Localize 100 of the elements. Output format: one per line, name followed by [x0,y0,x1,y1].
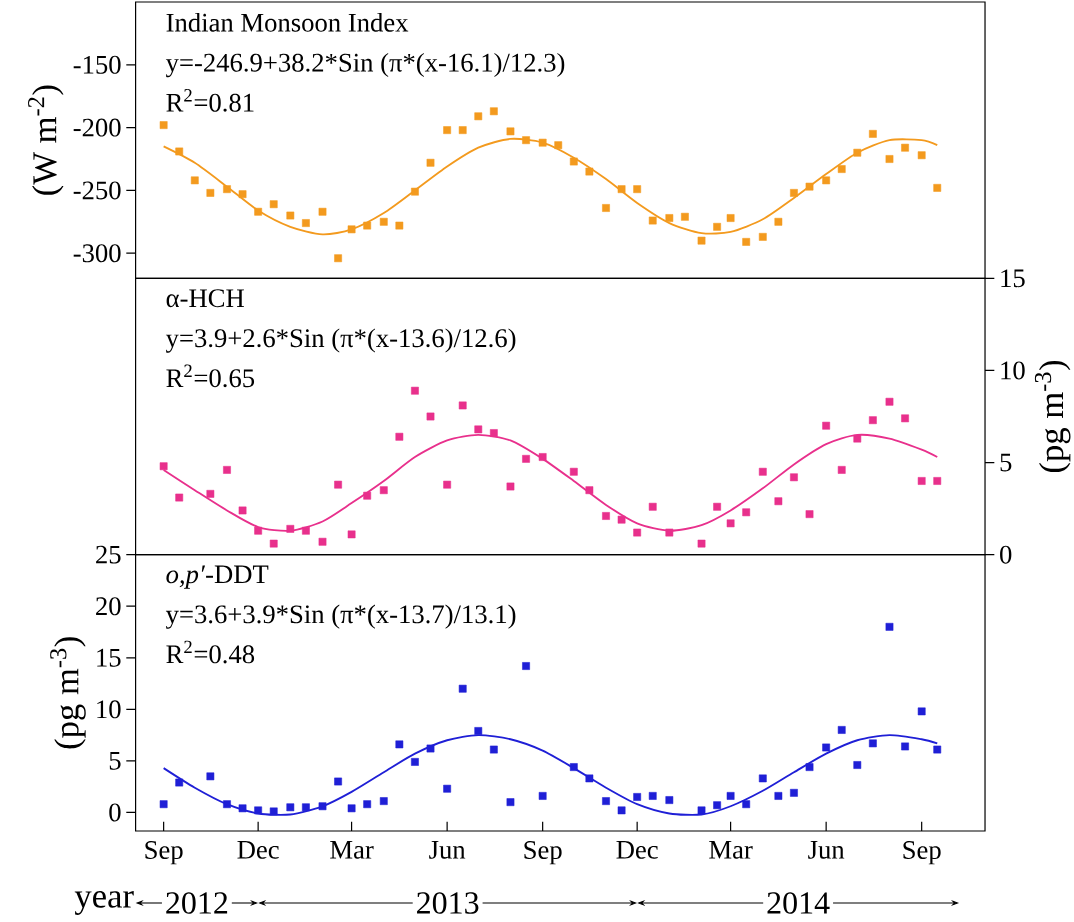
y-axis-title: (pg m$^{-3}$) [50,637,86,749]
point [726,214,735,222]
y-axis-title: (W m$^{-2}$) [28,85,64,195]
point [538,138,547,147]
point [933,184,942,192]
y-tick-label: -250 [73,181,121,200]
y-tick-label: -200 [73,118,121,137]
point [395,221,404,230]
point [933,745,942,754]
point [790,788,798,797]
point [175,778,184,787]
point [665,796,674,804]
x-tick-label: Dec [616,841,658,859]
point [774,217,783,226]
x-tick-label: Mar [330,841,374,859]
point [302,526,310,535]
text: 2014 [767,892,830,914]
x-tick-label: Mar [709,841,753,859]
point [917,151,926,160]
point [885,622,894,631]
point [269,200,278,209]
point [554,141,563,150]
point [538,792,547,800]
point [774,792,783,800]
point [223,466,231,474]
point [790,473,798,482]
point [347,804,356,813]
point [458,684,467,693]
point [286,803,295,812]
point [648,502,657,511]
point [443,784,451,793]
point [302,803,310,812]
point [506,798,515,806]
y-axis-title: (pg m$^{-3}$) [1034,360,1071,473]
x-tick-label: Jun [808,841,845,859]
point [474,425,483,434]
point [790,189,798,197]
point [363,491,372,500]
y-tick-label: 20 [96,597,121,616]
point [569,467,578,476]
point [758,774,767,783]
point [159,121,168,129]
point [805,763,814,771]
x-tick-label: Sep [903,841,941,865]
point [585,167,594,176]
annotation: R$^{2}$=0.65 [166,364,255,388]
annotation: y=3.6+3.9*Sin (π*(x-13.7)/13.1) [165,604,516,629]
point [286,211,295,220]
point [175,147,184,156]
point [474,112,483,121]
point [506,482,515,491]
point [334,480,342,489]
point [522,662,530,670]
point [254,526,262,535]
point [805,510,814,518]
point [426,158,435,167]
y-tick-label: 0 [109,803,121,822]
point [458,401,467,410]
x-tick-label: Jun [429,841,466,859]
point [822,743,831,752]
y-tick-label: 10 [1001,361,1025,380]
point [569,157,578,166]
x-tick-label: Sep [524,841,562,865]
point [238,190,247,199]
point [458,126,467,134]
point [318,537,327,546]
point [538,453,547,461]
point [853,434,862,443]
point [633,793,642,801]
point [443,126,451,134]
point [758,467,767,476]
x-axis-title: year [74,891,134,915]
point [805,182,814,191]
point [159,462,168,471]
y-tick-label: 15 [1001,269,1025,288]
point [238,506,247,515]
point [713,502,721,511]
point [901,414,909,423]
point [697,806,706,815]
annotation: R$^{2}$=0.48 [166,640,255,664]
point [426,412,435,421]
point [837,726,846,734]
point [206,490,215,498]
point [175,493,184,502]
point [522,455,530,463]
point [901,143,909,152]
point [347,225,356,234]
point [334,777,342,786]
point [206,189,215,197]
point [411,386,419,395]
point [713,222,721,231]
point [901,742,909,751]
point [269,539,278,548]
point [489,107,498,116]
point [742,238,751,246]
point [665,528,674,537]
point [206,772,215,781]
point [602,204,610,212]
point [318,207,327,216]
x-tick-label: Sep [145,841,183,865]
